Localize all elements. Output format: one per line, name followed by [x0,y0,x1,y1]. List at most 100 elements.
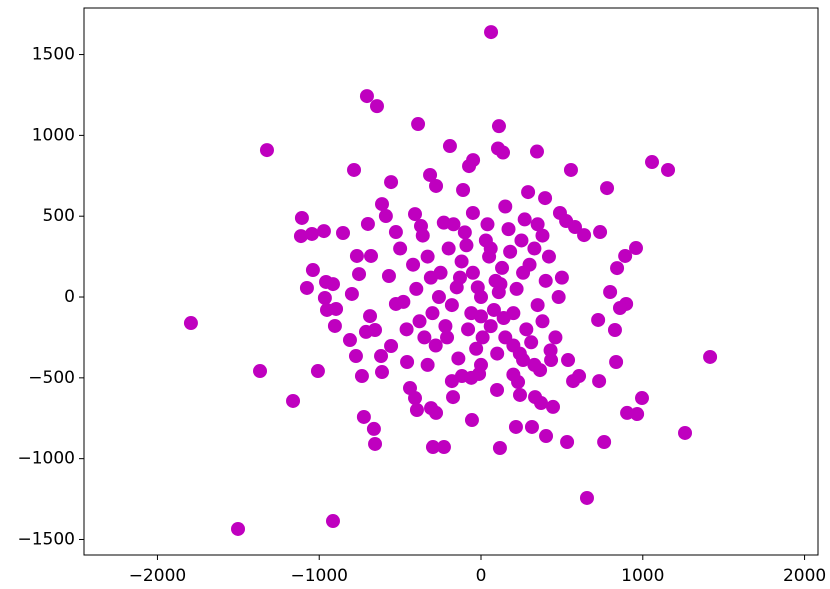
y-tick-label: −500 [28,368,75,388]
point [517,212,532,227]
point [539,429,554,444]
point [286,393,301,408]
point [231,521,246,536]
point [469,341,484,356]
point [375,365,390,380]
point [524,335,539,350]
point [470,280,485,295]
point [503,244,518,259]
point [415,228,430,243]
point [491,119,506,134]
point [431,290,446,305]
point [461,322,476,337]
point [325,277,340,292]
point [393,241,408,256]
point [316,224,331,239]
point [514,233,529,248]
point [454,254,469,269]
point [543,343,558,358]
point [294,210,309,225]
point [661,162,676,177]
point [480,217,495,232]
point [591,312,606,327]
point [452,270,467,285]
point [509,281,524,296]
point [495,260,510,275]
point [310,364,325,379]
point [412,314,427,329]
point [359,89,374,104]
point [299,280,314,295]
point [420,249,435,264]
point [408,391,423,406]
point [366,421,381,436]
point [546,399,561,414]
y-tick-label: 1000 [32,125,75,145]
point [183,316,198,331]
point [464,413,479,428]
point [384,338,399,353]
x-tick-label: −2000 [129,566,187,586]
point [360,216,375,231]
point [630,407,645,422]
point [342,333,357,348]
point [612,301,627,316]
point [603,285,618,300]
point [429,405,444,420]
point [369,99,384,114]
point [378,209,393,224]
point [317,290,332,305]
point [534,396,549,411]
point [516,265,531,280]
point [409,281,424,296]
point [600,181,615,196]
point [441,241,456,256]
point [506,367,521,382]
point [446,390,461,405]
point [579,490,594,505]
point [336,226,351,241]
point [490,346,505,361]
point [488,273,503,288]
point [486,302,501,317]
point [259,143,274,158]
point [538,273,553,288]
point [572,369,587,384]
point [512,387,527,402]
point [444,374,459,389]
point [491,285,506,300]
point [381,269,396,284]
point [420,357,435,372]
point [464,370,479,385]
point [293,229,308,244]
point [628,241,643,256]
point [466,153,481,168]
point [347,162,362,177]
point [442,139,457,154]
point [423,270,438,285]
point [451,351,466,366]
point [501,222,516,237]
point [444,298,459,313]
point [498,199,513,214]
point [496,145,511,160]
point [329,301,344,316]
point [363,309,378,324]
point [530,298,545,313]
point [456,183,471,198]
point [607,322,622,337]
y-tick-label: 1500 [32,45,75,65]
point [425,306,440,321]
y-tick-label: 0 [64,287,75,307]
point [436,440,451,455]
point [678,425,693,440]
point [535,314,550,329]
point [409,403,424,418]
point [519,322,534,337]
point [484,25,499,40]
x-tick-label: −1000 [290,566,348,586]
point [465,265,480,280]
point [457,225,472,240]
point [563,162,578,177]
